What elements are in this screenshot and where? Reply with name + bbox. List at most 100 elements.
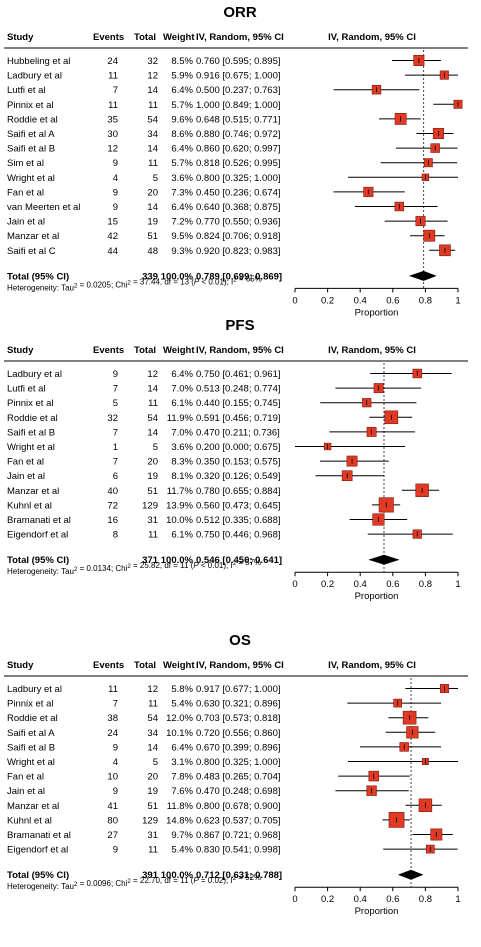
study-name: Lutfi et al — [7, 85, 46, 96]
study-total: 11 — [148, 398, 158, 409]
total-weight: 100.0% — [161, 555, 194, 566]
column-header-weight: Weight — [163, 660, 195, 671]
x-tick-label: 0.2 — [321, 295, 334, 306]
study-events: 6 — [113, 471, 118, 482]
heterogeneity-part: Heterogeneity: Tau — [7, 283, 74, 292]
column-header-weight: Weight — [163, 32, 195, 43]
column-header-total: Total — [134, 345, 156, 356]
study-events: 9 — [113, 202, 118, 213]
study-name: Manzar et al — [7, 486, 59, 497]
study-ci: 0.750 [0.461; 0.961] — [196, 369, 281, 380]
study-name: Bramanati et al — [7, 830, 71, 841]
study-ci: 0.200 [0.000; 0.675] — [196, 442, 281, 453]
heterogeneity-part: P — [193, 561, 199, 570]
total-count: 339 — [142, 271, 158, 282]
study-name: Lutfi et al — [7, 384, 46, 395]
column-header-ci: IV, Random, 95% CI — [196, 32, 284, 43]
total-ci: 0.712 [0.631; 0.788] — [196, 870, 282, 881]
heterogeneity-stats: Heterogeneity: Tau2 = 0.0134; Chi2 = 25.… — [7, 558, 261, 576]
study-total: 20 — [147, 457, 158, 468]
study-weight: 5.7% — [171, 100, 193, 111]
study-total: 14 — [147, 85, 158, 96]
study-ci: 0.770 [0.550; 0.936] — [196, 217, 281, 228]
panel-title: OS — [229, 632, 251, 649]
study-ci: 0.500 [0.237; 0.763] — [196, 85, 281, 96]
study-total: 5 — [153, 757, 158, 768]
study-events: 24 — [107, 728, 118, 739]
study-events: 15 — [107, 217, 118, 228]
study-name: Jain et al — [7, 786, 45, 797]
study-weight: 6.4% — [171, 202, 193, 213]
heterogeneity-part: 2 — [127, 879, 131, 885]
study-events: 1 — [113, 442, 118, 453]
heterogeneity-part: = 25.82, df = 11 ( — [131, 561, 194, 570]
study-weight: 5.9% — [171, 71, 193, 82]
heterogeneity-stats: Heterogeneity: Tau2 = 0.0205; Chi2 = 37.… — [7, 274, 262, 292]
column-header-events: Events — [93, 660, 124, 671]
study-weight: 7.8% — [171, 772, 193, 783]
study-name: Saifi et al A — [7, 129, 55, 140]
column-header-total: Total — [134, 660, 156, 671]
study-ci: 0.630 [0.321; 0.896] — [196, 699, 281, 710]
study-name: Manzar et al — [7, 801, 59, 812]
x-axis-label: Proportion — [355, 591, 399, 602]
study-total: 11 — [148, 530, 158, 541]
study-ci: 0.860 [0.620; 0.997] — [196, 144, 281, 155]
study-weight: 5.4% — [171, 699, 193, 710]
study-ci: 0.670 [0.399; 0.896] — [196, 742, 281, 753]
study-name: Hubbeling et al — [7, 56, 70, 67]
study-ci: 0.560 [0.473; 0.645] — [196, 500, 281, 511]
study-weight: 3.1% — [171, 757, 193, 768]
study-total: 19 — [147, 217, 158, 228]
study-ci: 0.470 [0.211; 0.736] — [196, 427, 280, 438]
study-weight: 5.7% — [171, 158, 193, 169]
study-events: 9 — [113, 742, 118, 753]
study-total: 34 — [147, 728, 158, 739]
study-events: 44 — [107, 246, 118, 257]
study-ci: 1.000 [0.849; 1.000] — [196, 100, 281, 111]
study-ci: 0.450 [0.236; 0.674] — [196, 187, 281, 198]
heterogeneity-part: = 0.02); I — [199, 876, 233, 885]
study-weight: 8.3% — [171, 457, 193, 468]
study-total: 129 — [142, 500, 158, 511]
study-ci: 0.760 [0.595; 0.895] — [196, 56, 281, 67]
column-header-plot: IV, Random, 95% CI — [328, 660, 416, 671]
column-header-total: Total — [134, 32, 156, 43]
x-tick-label: 1 — [455, 894, 460, 905]
study-weight: 14.8% — [166, 815, 193, 826]
study-total: 19 — [147, 786, 158, 797]
total-ci: 0.789 [0.699; 0.869] — [196, 271, 282, 282]
study-name: Ladbury et al — [7, 684, 62, 695]
study-name: Wright et al — [7, 173, 55, 184]
study-name: Pinnix et al — [7, 699, 53, 710]
study-ci: 0.470 [0.248; 0.698] — [196, 786, 281, 797]
study-ci: 0.648 [0.515; 0.771] — [196, 114, 281, 125]
study-total: 31 — [147, 515, 158, 526]
study-events: 38 — [107, 713, 118, 724]
heterogeneity-part: 2 — [127, 564, 131, 570]
study-events: 8 — [113, 530, 118, 541]
x-tick-label: 0.6 — [386, 295, 399, 306]
study-name: Saifi et al B — [7, 427, 55, 438]
heterogeneity-part: 2 — [233, 876, 237, 882]
heterogeneity-part: Heterogeneity: Tau — [7, 567, 74, 576]
study-weight: 6.4% — [171, 144, 193, 155]
study-events: 9 — [113, 845, 118, 856]
study-weight: 10.0% — [166, 515, 193, 526]
study-events: 32 — [107, 413, 118, 424]
x-tick-label: 0.4 — [354, 295, 367, 306]
study-ci: 0.800 [0.325; 1.000] — [196, 173, 281, 184]
heterogeneity-part: P — [193, 876, 199, 885]
column-header-weight: Weight — [163, 345, 195, 356]
study-weight: 13.9% — [166, 500, 193, 511]
study-weight: 3.6% — [171, 173, 193, 184]
heterogeneity-part: 2 — [127, 280, 131, 286]
study-events: 41 — [107, 801, 118, 812]
study-weight: 7.2% — [171, 217, 193, 228]
study-events: 9 — [113, 786, 118, 797]
study-total: 11 — [148, 158, 158, 169]
study-name: Bramanati et al — [7, 515, 71, 526]
study-ci: 0.780 [0.655; 0.884] — [196, 486, 281, 497]
study-weight: 9.3% — [171, 246, 193, 257]
study-ci: 0.800 [0.678; 0.900] — [196, 801, 281, 812]
